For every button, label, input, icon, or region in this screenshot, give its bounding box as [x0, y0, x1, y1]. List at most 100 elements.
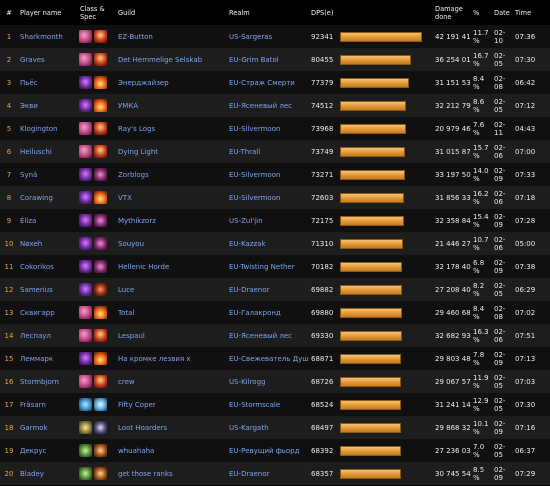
- header-realm[interactable]: Realm: [229, 8, 250, 17]
- header-percent[interactable]: %: [473, 8, 480, 17]
- player-name-link[interactable]: Sharkmonth: [20, 32, 63, 41]
- realm-link[interactable]: EU-Stormscale: [229, 400, 281, 409]
- header-guild[interactable]: Guild: [118, 8, 136, 17]
- realm-link[interactable]: EU-Grim Batol: [229, 55, 279, 64]
- time-value: 07:03: [515, 377, 536, 386]
- realm-link[interactable]: EU-Страж Смерти: [229, 78, 295, 87]
- realm-link[interactable]: EU-Silvermoon: [229, 193, 281, 202]
- rank-number: 4: [6, 101, 12, 110]
- table-row: 1 Sharkmonth EZ-Button US-Sargeras 92341 42 1…: [0, 25, 550, 48]
- dps-bar-track: [340, 54, 422, 65]
- player-name-link[interactable]: Samerius: [20, 285, 53, 294]
- realm-link[interactable]: EU-Ревущий фьорд: [229, 446, 300, 455]
- player-name-link[interactable]: Декрус: [20, 446, 47, 455]
- header-damage-done[interactable]: Damage done: [435, 4, 463, 21]
- header-time[interactable]: Time: [515, 8, 532, 17]
- date-value: 02-09: [494, 258, 506, 275]
- guild-link[interactable]: Zorblogs: [118, 170, 149, 179]
- player-name-link[interactable]: Сквигарр: [20, 308, 55, 317]
- realm-link[interactable]: EU-Twisting Nether: [229, 262, 295, 271]
- guild-link[interactable]: Mythikzorz: [118, 216, 156, 225]
- time-value: 07:33: [515, 170, 536, 179]
- header-player-name[interactable]: Player name: [20, 8, 62, 17]
- player-name-link[interactable]: Synä: [20, 170, 38, 179]
- player-name-link[interactable]: Corawing: [20, 193, 53, 202]
- class-spec-cell: [78, 71, 116, 94]
- player-name-link[interactable]: Garmok: [20, 423, 48, 432]
- player-name-link[interactable]: Graves: [20, 55, 45, 64]
- dps-bar-cell: [338, 186, 433, 209]
- realm-link[interactable]: EU-Свежеватель Душ: [229, 354, 309, 363]
- realm-link[interactable]: US-Sargeras: [229, 32, 273, 41]
- header-class-spec[interactable]: Class & Spec: [80, 4, 105, 21]
- player-name-link[interactable]: Леспаул: [20, 331, 51, 340]
- guild-link[interactable]: whuahaha: [118, 446, 155, 455]
- time-value: 07:18: [515, 193, 536, 202]
- realm-link[interactable]: EU-Silvermoon: [229, 124, 281, 133]
- guild-link[interactable]: Энерджайзер: [118, 78, 169, 87]
- guild-link[interactable]: Hellenic Horde: [118, 262, 170, 271]
- header-rank[interactable]: #: [6, 8, 12, 17]
- dps-bar: [340, 422, 401, 433]
- guild-link[interactable]: Fifty Coper: [118, 400, 156, 409]
- guild-link[interactable]: Souyou: [118, 239, 145, 248]
- header-dps[interactable]: DPS(e): [311, 8, 334, 17]
- guild-link[interactable]: VTX: [118, 193, 132, 202]
- realm-link[interactable]: EU-Silvermoon: [229, 170, 281, 179]
- guild-link[interactable]: На кромке лезвия х: [118, 354, 191, 363]
- realm-link[interactable]: US-Kilrogg: [229, 377, 266, 386]
- guild-link[interactable]: Luce: [118, 285, 135, 294]
- class-spec-cell: [78, 462, 116, 485]
- class-spec-cell: [78, 140, 116, 163]
- player-name-link[interactable]: Klogington: [20, 124, 58, 133]
- realm-link[interactable]: EU-Draenor: [229, 469, 270, 478]
- dps-bar-track: [340, 422, 422, 433]
- class-spec-cell: [78, 347, 116, 370]
- rank-number: 20: [4, 469, 14, 478]
- realm-link[interactable]: EU-Ясеневый лес: [229, 331, 293, 340]
- player-name-link[interactable]: Пьёс: [20, 78, 38, 87]
- realm-link[interactable]: EU-Галакронд: [229, 308, 281, 317]
- rank-number: 15: [4, 354, 14, 363]
- guild-link[interactable]: EZ-Button: [118, 32, 153, 41]
- player-name-link[interactable]: Леммарк: [20, 354, 54, 363]
- class-spec-cell: [78, 255, 116, 278]
- retribution-icon: [94, 145, 107, 158]
- player-name-link[interactable]: Cokorikos: [20, 262, 54, 271]
- player-name-link[interactable]: Stormbjorn: [20, 377, 59, 386]
- guild-link[interactable]: Ray's Logs: [118, 124, 156, 133]
- player-name-link[interactable]: Heiluschi: [20, 147, 52, 156]
- beast-mastery-icon: [94, 467, 107, 480]
- dps-bar: [340, 330, 402, 341]
- dps-bar-cell: [338, 117, 433, 140]
- guild-link[interactable]: get those ranks: [118, 469, 173, 478]
- frost-icon: [94, 398, 107, 411]
- guild-link[interactable]: Lespaul: [118, 331, 145, 340]
- rank-number: 10: [4, 239, 14, 248]
- class-spec-cell: [78, 370, 116, 393]
- rank-number: 3: [6, 78, 12, 87]
- header-date[interactable]: Date: [494, 8, 510, 17]
- table-row: 14 Леспаул Lespaul EU-Ясеневый лес 69330 32 6…: [0, 324, 550, 347]
- table-row: 5 Klogington Ray's Logs EU-Silvermoon 73968 2…: [0, 117, 550, 140]
- player-name-link[interactable]: Экви: [20, 101, 38, 110]
- time-value: 07:36: [515, 32, 536, 41]
- realm-link[interactable]: EU-Draenor: [229, 285, 270, 294]
- guild-link[interactable]: Dying Light: [118, 147, 159, 156]
- guild-link[interactable]: crew: [118, 377, 135, 386]
- guild-link[interactable]: Det Hemmelige Selskab: [118, 55, 203, 64]
- guild-link[interactable]: УМКА: [118, 101, 139, 110]
- guild-link[interactable]: Total: [118, 308, 135, 317]
- realm-link[interactable]: US-Zul'jin: [229, 216, 263, 225]
- guild-link[interactable]: Loot Hoarders: [118, 423, 168, 432]
- realm-link[interactable]: US-Kargath: [229, 423, 269, 432]
- date-value: 02-06: [494, 327, 506, 344]
- realm-link[interactable]: EU-Thrall: [229, 147, 261, 156]
- player-name-link[interactable]: Nøxeh: [20, 239, 43, 248]
- rank-number: 7: [6, 170, 12, 179]
- player-name-link[interactable]: Bladey: [20, 469, 44, 478]
- player-name-link[interactable]: Éliza: [20, 216, 37, 225]
- player-name-link[interactable]: Fräsarn: [20, 400, 46, 409]
- realm-link[interactable]: EU-Ясеневый лес: [229, 101, 293, 110]
- realm-link[interactable]: EU-Kazzak: [229, 239, 266, 248]
